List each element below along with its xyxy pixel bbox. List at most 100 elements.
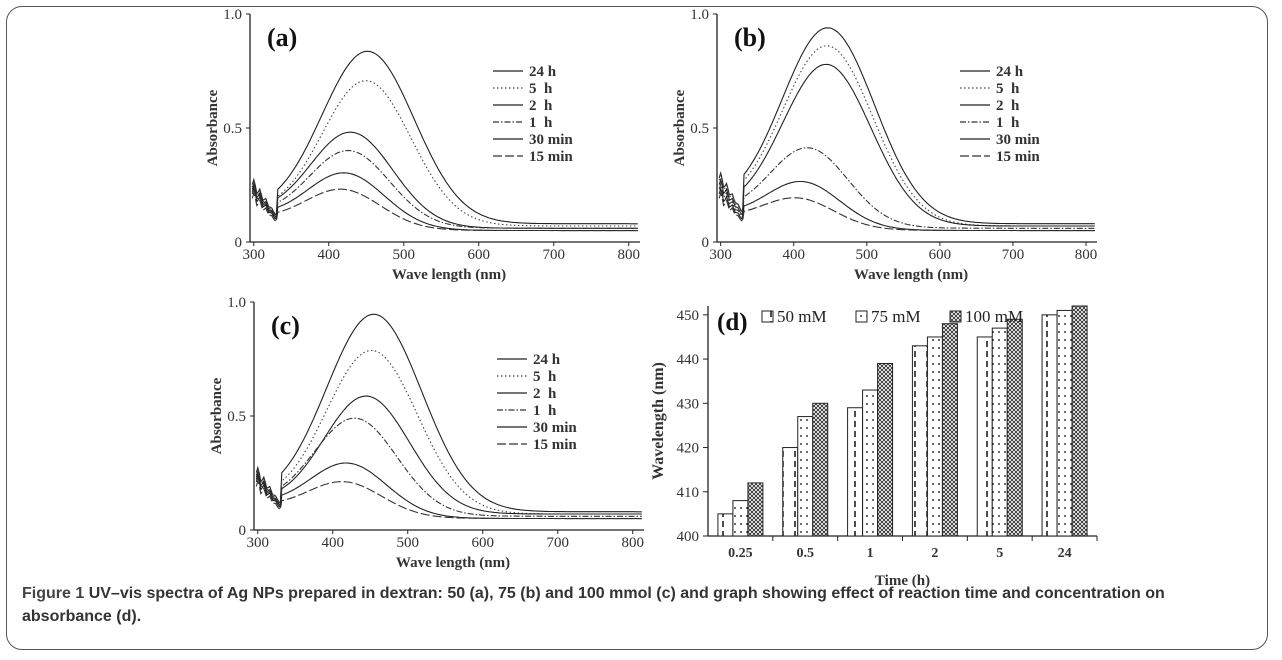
x-axis-label: Wave length (nm) bbox=[854, 267, 968, 283]
bar bbox=[1071, 305, 1088, 537]
x-tick-label: 400 bbox=[322, 535, 345, 551]
legend-label: 2 h bbox=[529, 98, 553, 114]
legend-label: 24 h bbox=[533, 352, 561, 368]
x-tick-label: 0.25 bbox=[728, 546, 753, 561]
y-tick-label: 420 bbox=[677, 441, 700, 457]
y-tick-label: 0.5 bbox=[223, 121, 242, 137]
bar-panel-4: 400 410 420 430 440 450 0.25 0.5 1 2 5 24 Time (h) Wa… bbox=[650, 305, 1098, 589]
legend-label: 30 min bbox=[996, 132, 1040, 148]
legend-swatch bbox=[761, 310, 774, 323]
y-tick-label: 1.0 bbox=[223, 7, 242, 23]
legend-label: 1 h bbox=[996, 115, 1020, 131]
y-tick-label: 400 bbox=[677, 529, 700, 545]
series-line-6 bbox=[255, 478, 642, 520]
legend-label: 30 min bbox=[533, 420, 577, 436]
series-line-6 bbox=[251, 188, 638, 232]
x-tick-label: 600 bbox=[472, 535, 495, 551]
y-tick-label: 440 bbox=[677, 352, 700, 368]
x-tick-label: 1 bbox=[867, 546, 874, 561]
legend-label: 100 mM bbox=[965, 307, 1023, 326]
x-tick-label: 500 bbox=[856, 247, 879, 263]
y-tick-label: 430 bbox=[677, 396, 700, 412]
bar bbox=[847, 407, 864, 537]
x-tick-label: 600 bbox=[468, 247, 491, 263]
x-tick-label: 400 bbox=[318, 247, 341, 263]
x-tick-label: 24 bbox=[1058, 546, 1072, 561]
legend-label: 24 h bbox=[529, 64, 557, 80]
series-line-4 bbox=[718, 147, 1095, 229]
y-tick-label: 0 bbox=[239, 523, 247, 539]
y-axis-label: Absorbance bbox=[205, 89, 221, 166]
series-line-2 bbox=[255, 349, 642, 515]
series-line-4 bbox=[255, 417, 642, 517]
legend-label: 50 mM bbox=[777, 307, 827, 326]
legend-label: 5 h bbox=[533, 369, 557, 385]
series-line-1 bbox=[251, 50, 638, 225]
y-tick-label: 0.5 bbox=[690, 121, 709, 137]
y-tick-label: 450 bbox=[677, 308, 700, 324]
legend-label: 15 min bbox=[529, 149, 573, 165]
figure-caption: Figure 1 UV–vis spectra of Ag NPs prepar… bbox=[22, 582, 1258, 628]
series-line-4 bbox=[251, 150, 638, 229]
legend-label: 2 h bbox=[533, 386, 557, 402]
bar bbox=[991, 327, 1008, 537]
legend-label: 24 h bbox=[996, 64, 1024, 80]
bar bbox=[941, 323, 958, 537]
x-tick-label: 300 bbox=[247, 535, 270, 551]
x-tick-label: 700 bbox=[1002, 247, 1025, 263]
bar bbox=[747, 482, 764, 537]
bar bbox=[926, 336, 943, 537]
bar bbox=[976, 336, 993, 537]
series-line-3 bbox=[718, 63, 1095, 227]
x-tick-label: 700 bbox=[547, 535, 570, 551]
legend-label: 5 h bbox=[529, 81, 553, 97]
x-tick-label: 0.5 bbox=[797, 546, 815, 561]
y-axis-label: Absorbance bbox=[672, 89, 688, 166]
bar bbox=[1006, 318, 1023, 537]
panel-label: (d) bbox=[717, 309, 748, 336]
legend-label: 15 min bbox=[996, 149, 1040, 165]
figure-frame bbox=[6, 6, 1268, 650]
x-tick-label: 2 bbox=[931, 546, 938, 561]
x-tick-label: 500 bbox=[393, 247, 416, 263]
bar bbox=[1056, 309, 1073, 537]
series-line-1 bbox=[718, 27, 1095, 225]
y-axis-label: Wavelength (nm) bbox=[650, 362, 667, 480]
legend-label: 30 min bbox=[529, 132, 573, 148]
x-axis-label: Wave length (nm) bbox=[392, 267, 506, 283]
caption-text: UV–vis spectra of Ag NPs prepared in dex… bbox=[22, 585, 1165, 625]
y-tick-label: 0 bbox=[235, 235, 243, 251]
bar bbox=[812, 402, 829, 537]
chart-panels: 300 400 500 600 700 800 0 0.5 1.0 Wave length (nm… bbox=[205, 7, 1098, 589]
series-line-3 bbox=[255, 395, 642, 515]
series-line-1 bbox=[255, 313, 642, 513]
x-tick-label: 700 bbox=[543, 247, 566, 263]
x-tick-label: 800 bbox=[1075, 247, 1098, 263]
panel-label: (a) bbox=[267, 23, 297, 52]
y-tick-label: 1.0 bbox=[227, 295, 246, 311]
legend-label: 1 h bbox=[533, 403, 557, 419]
legend-swatch bbox=[855, 310, 868, 323]
x-tick-label: 400 bbox=[782, 247, 805, 263]
caption-label: Figure 1 bbox=[22, 585, 85, 602]
legend-label: 15 min bbox=[533, 437, 577, 453]
x-axis-label: Wave length (nm) bbox=[396, 555, 510, 571]
bar bbox=[717, 513, 734, 537]
legend-label: 1 h bbox=[529, 115, 553, 131]
bar bbox=[1041, 314, 1058, 537]
y-tick-label: 0 bbox=[702, 235, 710, 251]
series-line-6 bbox=[718, 190, 1095, 232]
series-line-5 bbox=[251, 172, 638, 232]
legend-label: 75 mM bbox=[871, 307, 921, 326]
series-line-5 bbox=[255, 462, 642, 520]
y-tick-label: 1.0 bbox=[690, 7, 709, 23]
panel-label: (b) bbox=[734, 23, 766, 52]
x-tick-label: 300 bbox=[243, 247, 266, 263]
y-axis-label: Absorbance bbox=[209, 377, 225, 454]
x-tick-label: 600 bbox=[929, 247, 952, 263]
x-tick-label: 300 bbox=[709, 247, 732, 263]
spectra-panel-3: 300 400 500 600 700 800 0 0.5 1.0 Wave length (nm… bbox=[209, 295, 644, 571]
spectra-panel-2: 300 400 500 600 700 800 0 0.5 1.0 Wave length (nm… bbox=[672, 7, 1097, 283]
bar bbox=[911, 345, 928, 537]
